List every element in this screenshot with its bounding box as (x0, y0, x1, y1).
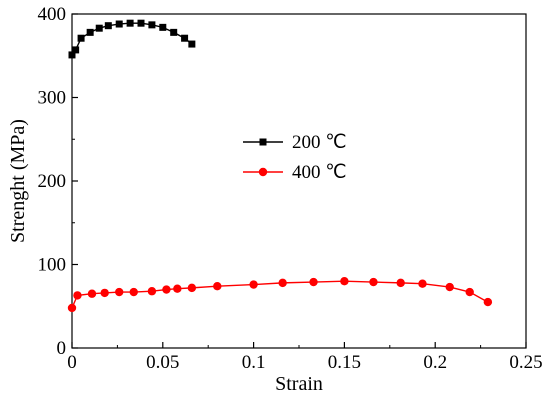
series-layer (67, 19, 493, 313)
data-point (396, 278, 405, 288)
data-point (147, 287, 157, 296)
legend-item-2: 400 ℃ (243, 162, 347, 183)
x-tick-label: 0.25 (509, 352, 542, 373)
data-point (129, 287, 138, 297)
data-point (483, 297, 493, 307)
data-point (104, 22, 112, 30)
legend-item-1: 200 ℃ (243, 132, 347, 153)
y-tick-label: 300 (38, 88, 67, 109)
data-point (126, 19, 134, 27)
data-point (77, 34, 85, 42)
series-line (71, 22, 193, 56)
legend-marker (259, 138, 267, 146)
data-point (72, 46, 80, 54)
legend-marker (258, 167, 268, 177)
legend-label: 400 ℃ (292, 162, 347, 183)
x-tick-label: 0.05 (146, 352, 179, 373)
data-point (115, 20, 123, 28)
x-axis-title: Strain (275, 373, 323, 395)
data-point (278, 278, 287, 288)
legend: 200 ℃ 400 ℃ (243, 132, 347, 183)
data-point (188, 40, 196, 48)
data-point (162, 285, 171, 294)
data-point (465, 287, 474, 297)
data-point (148, 21, 156, 29)
data-point (67, 303, 77, 313)
y-tick-label: 200 (38, 171, 67, 192)
y-tick-label: 100 (38, 255, 67, 276)
data-point (418, 279, 427, 288)
data-point (100, 288, 109, 298)
data-point (309, 277, 318, 287)
data-point (95, 24, 103, 32)
y-tick-label: 0 (57, 338, 67, 359)
y-axis-title: Strenght (MPa) (7, 119, 29, 243)
x-tick-label: 0.15 (328, 352, 361, 373)
data-point (249, 280, 258, 289)
data-point (87, 289, 97, 298)
data-point (137, 19, 145, 27)
x-tick-label: 0.1 (242, 352, 266, 373)
data-point (73, 291, 82, 300)
data-point (369, 277, 378, 287)
series-2 (67, 277, 493, 313)
data-point (115, 287, 124, 297)
x-tick-label: 0 (67, 352, 77, 373)
series-1 (68, 19, 196, 59)
data-point (213, 282, 222, 291)
axis-ticks: 0 0.05 0.1 0.15 0.2 0.25 0 100 200 300 400 (38, 4, 543, 373)
data-point (181, 34, 189, 42)
x-tick-label: 0.2 (423, 352, 447, 373)
data-point (173, 284, 182, 293)
y-tick-label: 400 (38, 4, 67, 25)
data-point (86, 28, 94, 36)
data-point (445, 282, 454, 292)
data-point (170, 28, 178, 36)
data-point (159, 23, 167, 31)
legend-label: 200 ℃ (292, 132, 347, 153)
data-point (187, 283, 197, 293)
data-point (340, 277, 349, 286)
data-point (68, 51, 76, 59)
